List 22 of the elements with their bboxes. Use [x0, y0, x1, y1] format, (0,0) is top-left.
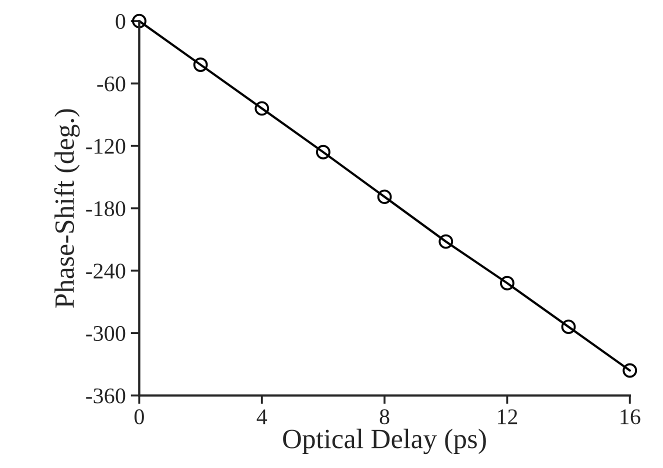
y-tick-label: -180	[86, 201, 126, 216]
point	[377, 190, 392, 204]
point	[438, 234, 454, 249]
x-tick-label: 16	[620, 409, 640, 424]
point	[254, 101, 270, 116]
x-tick-label: 4	[256, 409, 268, 424]
point	[500, 276, 514, 290]
point	[561, 320, 576, 334]
y-tick-label: -360	[86, 388, 126, 404]
x-tick-label: 12	[498, 409, 518, 424]
y-tick-label: 0	[116, 14, 126, 29]
y-axis-title: Phase-Shift (deg.)	[54, 109, 80, 308]
y-tick-label: -300	[86, 326, 126, 341]
point	[316, 144, 330, 160]
x-tick-label: 8	[380, 409, 390, 424]
point	[193, 58, 208, 72]
x-axis-title: Optical Delay (ps)	[283, 428, 486, 454]
y-tick-label: -240	[86, 264, 126, 279]
point	[622, 363, 638, 378]
y-tick-label: -60	[97, 76, 126, 92]
y-tick-label: -120	[86, 138, 126, 154]
x-tick-label: 0	[134, 409, 144, 424]
